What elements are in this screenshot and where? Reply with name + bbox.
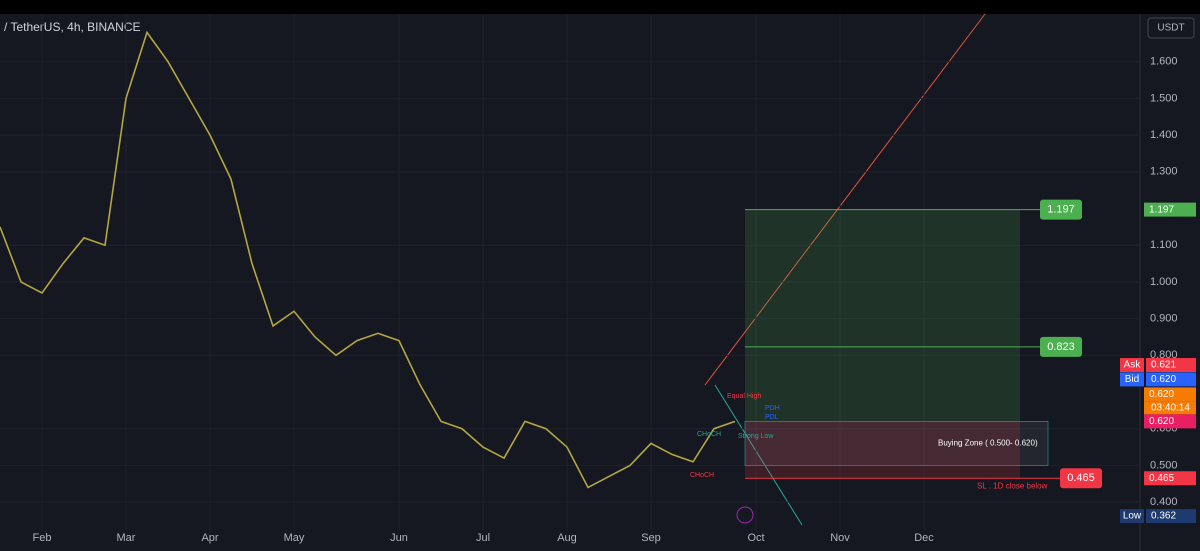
x-tick-label: Aug xyxy=(557,532,577,544)
price-tag xyxy=(1146,372,1196,387)
x-tick-label: Mar xyxy=(117,532,136,544)
y-tick-label: 1.300 xyxy=(1150,166,1178,178)
annotation: CHoCH xyxy=(697,431,721,438)
price-tag xyxy=(1144,202,1196,217)
level-tag xyxy=(1040,336,1082,357)
event-icon[interactable] xyxy=(736,506,754,524)
annotation: CHoCH xyxy=(690,472,714,479)
annotation: PDH xyxy=(765,405,780,412)
chart-title: / TetherUS, 4h, BINANCE xyxy=(4,20,141,34)
countdown-bg xyxy=(1144,401,1196,415)
stop-label: SL . 1D close below xyxy=(977,481,1048,490)
y-tick-label: 1.500 xyxy=(1150,92,1178,104)
tag-name-bg xyxy=(1120,509,1144,524)
price-tag-label: 1.197 xyxy=(1149,204,1174,215)
annotation: Equal High xyxy=(727,393,761,400)
tag-name-bg xyxy=(1120,372,1144,387)
price-tag xyxy=(1146,509,1196,524)
price-tag-label: 0.621 xyxy=(1151,360,1176,371)
profit-zone xyxy=(745,209,1020,422)
y-tick-label: 0.900 xyxy=(1150,313,1178,325)
x-tick-label: Jun xyxy=(390,532,408,544)
annotation: PDL xyxy=(765,414,779,421)
x-tick-label: Feb xyxy=(33,532,52,544)
top-bar xyxy=(0,0,1200,14)
price-tag-label: 0.620 xyxy=(1151,374,1176,385)
price-line xyxy=(0,30,736,489)
tag-name: Ask xyxy=(1124,360,1142,371)
loss-zone xyxy=(745,421,1020,479)
tag-name: Bid xyxy=(1125,374,1139,385)
level-tag xyxy=(1060,468,1102,489)
level-tag-label: 0.465 xyxy=(1067,472,1095,484)
level-tag-label: 1.197 xyxy=(1047,204,1075,216)
price-tag-label: 0.465 xyxy=(1149,473,1174,484)
price-tag xyxy=(1144,387,1196,402)
y-tick-label: 1.400 xyxy=(1150,129,1178,141)
currency-box[interactable] xyxy=(1147,17,1195,39)
price-tag xyxy=(1144,414,1196,429)
x-tick-label: Apr xyxy=(201,532,218,544)
y-tick-label: 1.000 xyxy=(1150,276,1178,288)
x-tick-label: May xyxy=(284,532,305,544)
x-tick-label: Dec xyxy=(914,532,934,544)
price-tag xyxy=(1146,358,1196,373)
x-tick-label: Oct xyxy=(747,532,764,544)
buying-zone xyxy=(744,421,1049,466)
x-tick-label: Sep xyxy=(641,532,661,544)
tag-name: Low xyxy=(1123,511,1142,522)
price-tag-label: 0.620 xyxy=(1149,389,1174,400)
y-tick-label: 1.100 xyxy=(1150,239,1178,251)
x-tick-label: Jul xyxy=(476,532,490,544)
y-tick-label: 0.400 xyxy=(1150,496,1178,508)
trend-line xyxy=(704,13,986,386)
price-tag xyxy=(1144,471,1196,486)
y-tick-label: 1.600 xyxy=(1150,56,1178,68)
currency[interactable]: USDT xyxy=(1157,23,1184,34)
buying-zone-label: Buying Zone ( 0.500- 0.620) xyxy=(938,439,1038,448)
x-tick-label: Nov xyxy=(830,532,850,544)
level-tag-label: 0.823 xyxy=(1047,341,1075,353)
countdown: 03:40:14 xyxy=(1151,403,1190,414)
price-tag-label: 0.620 xyxy=(1149,416,1174,427)
price-tag-label: 0.362 xyxy=(1151,511,1176,522)
level-tag xyxy=(1040,199,1082,220)
y-tick-label: 0.500 xyxy=(1150,459,1178,471)
tag-name-bg xyxy=(1120,358,1144,373)
annotation: Strong Low xyxy=(738,433,774,440)
